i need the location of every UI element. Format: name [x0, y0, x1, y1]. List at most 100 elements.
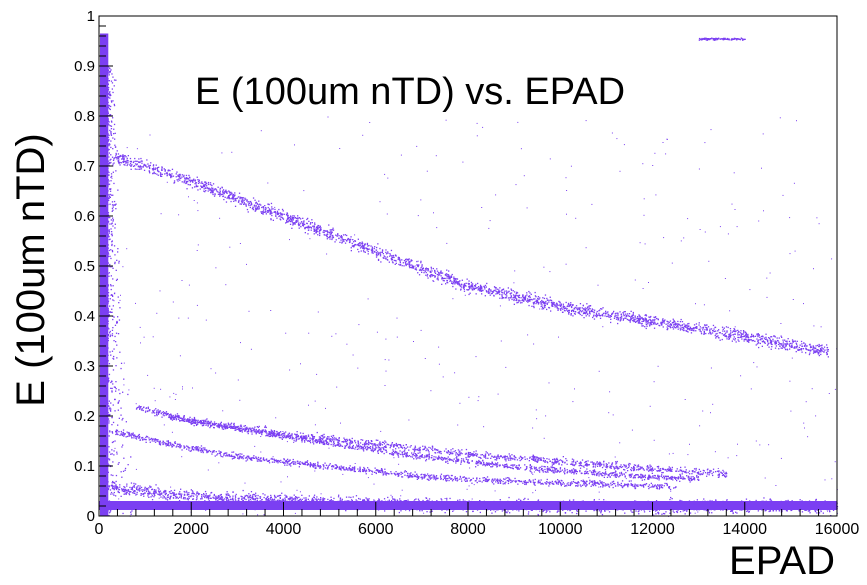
- data-point: [593, 482, 595, 484]
- data-point: [599, 317, 602, 319]
- data-point: [718, 474, 720, 476]
- data-point: [429, 447, 432, 449]
- data-point: [555, 460, 557, 462]
- data-point: [341, 467, 343, 469]
- data-point: [579, 313, 581, 316]
- data-point: [747, 335, 749, 337]
- data-point: [643, 483, 646, 486]
- data-point: [579, 461, 582, 463]
- data-point: [289, 459, 291, 461]
- data-point: [524, 298, 526, 300]
- data-point: [210, 184, 212, 186]
- data-point: [192, 181, 194, 183]
- data-point: [497, 292, 499, 295]
- data-point: [334, 464, 336, 466]
- data-point: [415, 475, 417, 477]
- data-point: [781, 336, 783, 338]
- data-point: [180, 446, 182, 448]
- data-point: [202, 185, 204, 187]
- data-point: [726, 330, 728, 332]
- data-point: [395, 259, 397, 262]
- data-point: [118, 161, 120, 163]
- data-point: [510, 296, 512, 298]
- data-point: [228, 195, 230, 197]
- data-point: [204, 185, 206, 188]
- data-point: [280, 213, 283, 215]
- data-point: [518, 294, 520, 297]
- data-point: [262, 457, 265, 459]
- data-point: [695, 330, 697, 332]
- data-point: [740, 336, 742, 338]
- data-point: [459, 452, 461, 455]
- data-point: [760, 335, 763, 338]
- data-point: [823, 351, 825, 353]
- data-point: [177, 414, 179, 417]
- data-point: [119, 161, 121, 164]
- data-point: [458, 283, 461, 285]
- data-point: [179, 175, 181, 177]
- data-point: [139, 166, 141, 168]
- data-point: [477, 286, 480, 288]
- data-point: [604, 315, 606, 317]
- data-point: [404, 470, 406, 472]
- data-point: [250, 202, 252, 204]
- data-point: [813, 346, 815, 348]
- data-point: [566, 305, 568, 307]
- data-point: [548, 485, 550, 487]
- data-point: [309, 465, 311, 467]
- data-point: [375, 252, 378, 254]
- data-point: [693, 468, 696, 470]
- data-point: [541, 308, 543, 310]
- data-point: [215, 451, 217, 453]
- data-point: [693, 328, 695, 330]
- data-point: [690, 332, 693, 334]
- data-point: [635, 320, 637, 323]
- data-point: [769, 340, 772, 342]
- data-point: [324, 230, 327, 232]
- data-point: [699, 330, 701, 332]
- data-point: [544, 304, 546, 306]
- data-point: [237, 196, 240, 198]
- data-point: [622, 485, 625, 487]
- data-point: [217, 426, 219, 428]
- data-point: [583, 311, 585, 313]
- data-point: [459, 284, 461, 286]
- data-point: [383, 471, 385, 473]
- data-point: [260, 211, 262, 213]
- data-point: [615, 461, 617, 463]
- data-point: [393, 445, 395, 447]
- data-point: [490, 290, 492, 293]
- data-point: [262, 459, 264, 461]
- data-point: [636, 466, 638, 468]
- data-point: [242, 199, 244, 201]
- data-point: [445, 475, 447, 477]
- data-point: [313, 463, 315, 465]
- data-point: [335, 234, 337, 236]
- data-point: [697, 471, 700, 474]
- data-point: [376, 254, 378, 257]
- data-point: [283, 461, 285, 463]
- data-point: [496, 457, 498, 459]
- data-point: [373, 443, 375, 445]
- data-point: [148, 439, 150, 441]
- data-point: [193, 448, 195, 451]
- data-point: [788, 343, 790, 345]
- data-point: [401, 472, 404, 474]
- data-point: [283, 462, 285, 464]
- data-point: [241, 429, 243, 431]
- data-point: [595, 312, 598, 314]
- data-point: [538, 470, 540, 472]
- data-point: [479, 456, 481, 459]
- data-point: [582, 312, 585, 315]
- data-point: [142, 166, 144, 168]
- data-point: [417, 476, 420, 478]
- data-point: [522, 300, 524, 302]
- data-point: [424, 473, 426, 476]
- data-point: [257, 460, 259, 462]
- data-point: [131, 434, 133, 436]
- data-point: [742, 335, 744, 338]
- data-point: [513, 303, 515, 305]
- data-point: [341, 236, 343, 238]
- data-point: [448, 477, 450, 479]
- data-point: [160, 412, 162, 415]
